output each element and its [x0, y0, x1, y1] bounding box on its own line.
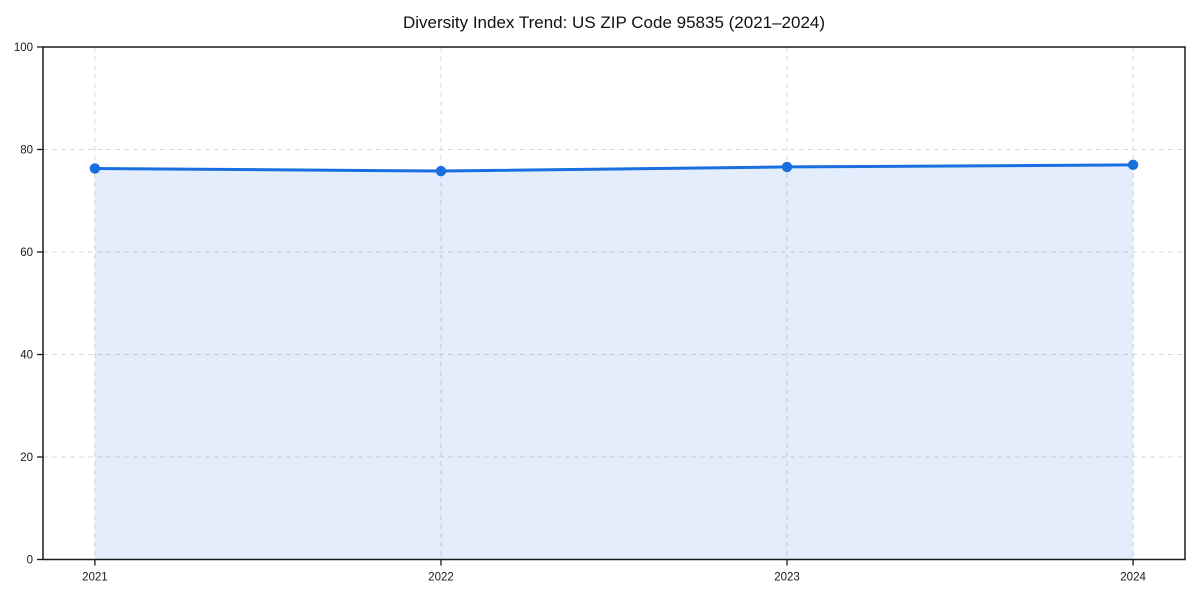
y-tick-label: 80: [20, 145, 33, 157]
x-tick-label: 2023: [774, 572, 800, 584]
y-tick-label: 0: [27, 555, 33, 567]
data-point-2023: [781, 161, 793, 173]
plot-border: [42, 46, 1186, 561]
trend-line: [93, 163, 1135, 173]
x-tick-label: 2021: [82, 572, 108, 584]
data-point-2021: [89, 163, 101, 174]
data-point-2024: [1127, 159, 1139, 171]
area-fill: [94, 164, 1134, 560]
x-tick-label: 2024: [1120, 572, 1146, 584]
x-tick-label: 2022: [428, 572, 454, 584]
chart-title: Diversity Index Trend: US ZIP Code 95835…: [402, 13, 826, 32]
y-tick-label: 40: [20, 350, 33, 362]
data-point-2022: [435, 165, 447, 177]
y-tick-label: 60: [20, 247, 33, 259]
y-tick-label: 20: [20, 452, 33, 464]
y-tick-label: 100: [14, 42, 33, 54]
